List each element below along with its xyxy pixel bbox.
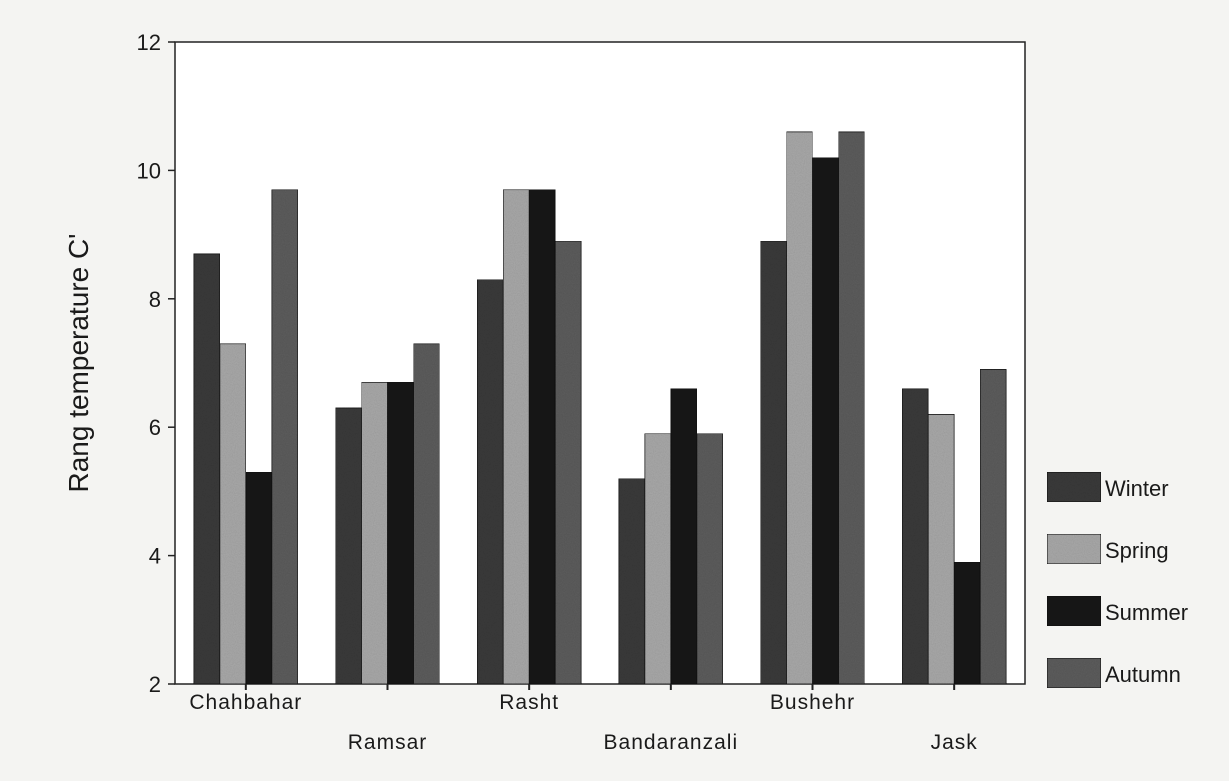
y-axis: 2 4 6 8 10 12 (137, 30, 175, 697)
bar-autumn-bushehr (838, 131, 865, 685)
legend-label-autumn: Autumn (1105, 662, 1181, 687)
bar-spring-ramsar (361, 381, 388, 685)
y-tick-label: 2 (149, 672, 161, 697)
y-axis-label: Rang temperature C' (63, 233, 94, 492)
bar-autumn-ramsar (413, 343, 440, 685)
bar-autumn-bandaranzali (696, 433, 724, 685)
x-tick-label: Jask (931, 731, 978, 754)
bar-summer-bandaranzali (670, 388, 698, 685)
bar-summer-ramsar (387, 381, 414, 685)
x-tick-label: Rasht (499, 691, 559, 714)
bar-autumn-rasht (554, 240, 582, 685)
bar-winter-bandaranzali (618, 478, 646, 685)
bar-summer-bushehr (812, 157, 839, 685)
legend-label-spring: Spring (1105, 538, 1169, 563)
bar-winter-jask (901, 388, 929, 685)
y-tick-label: 6 (149, 415, 161, 440)
bar-summer-chahbahar (245, 471, 273, 685)
legend-label-winter: Winter (1105, 476, 1169, 501)
bar-spring-jask (927, 413, 955, 685)
y-tick-label: 10 (137, 158, 161, 183)
legend-swatch-summer (1046, 595, 1102, 627)
bar-winter-chahbahar (193, 253, 221, 685)
bar-spring-chahbahar (219, 343, 247, 685)
legend: Winter Spring Summer Autumn (1046, 471, 1188, 689)
bars (193, 131, 1007, 690)
bar-spring-rasht (502, 189, 530, 685)
legend-label-summer: Summer (1105, 600, 1188, 625)
y-tick-label: 8 (149, 287, 161, 312)
y-tick-label: 4 (149, 544, 161, 569)
legend-swatch-winter (1046, 471, 1102, 503)
legend-swatch-spring (1046, 533, 1102, 565)
bar-winter-bushehr (760, 240, 787, 685)
bar-spring-bandaranzali (644, 433, 672, 685)
bar-spring-bushehr (786, 131, 813, 685)
x-axis-labels: Chahbahar Ramsar Rasht Bandaranzali Bushehr J… (189, 691, 978, 754)
bar-autumn-chahbahar (271, 189, 299, 685)
bar-summer-jask (953, 561, 981, 685)
bar-winter-rasht (476, 279, 504, 685)
x-tick-label: Bushehr (770, 691, 855, 714)
legend-swatch-autumn (1046, 657, 1102, 689)
bar-winter-ramsar (335, 407, 362, 685)
x-tick-label: Bandaranzali (604, 731, 739, 754)
y-tick-label: 12 (137, 30, 161, 55)
bar-summer-rasht (528, 189, 556, 685)
plot-area (174, 41, 1026, 685)
bar-autumn-jask (979, 369, 1007, 685)
x-tick-label: Ramsar (348, 731, 428, 754)
x-tick-label: Chahbahar (189, 691, 302, 714)
